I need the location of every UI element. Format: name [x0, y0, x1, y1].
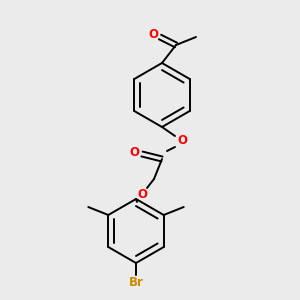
- Text: O: O: [129, 146, 139, 158]
- Text: O: O: [148, 28, 158, 41]
- Text: Br: Br: [129, 277, 143, 290]
- Text: O: O: [177, 134, 187, 148]
- Text: O: O: [137, 188, 147, 202]
